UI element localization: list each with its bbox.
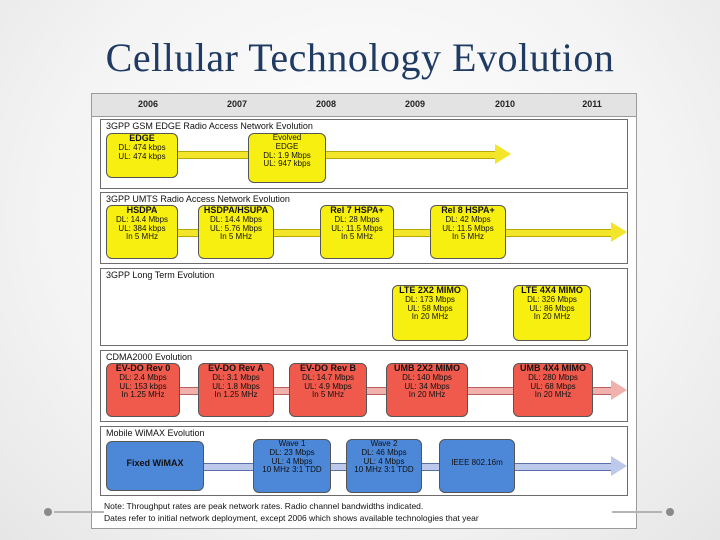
cdma-box-umb-4x4-mimo: UMB 4X4 MIMO DL: 280 Mbps UL: 68 Mbps In… — [513, 363, 593, 417]
gsm-evolution-section: 3GPP GSM EDGE Radio Access Network Evolu… — [100, 119, 628, 189]
year-label: 2006 — [137, 99, 159, 109]
cdma2000-evolution-section: CDMA2000 Evolution EV-DO Rev 0 DL: 2.4 M… — [100, 350, 628, 422]
slide-title: Cellular Technology Evolution — [105, 35, 615, 80]
decorative-dot-left — [44, 508, 52, 516]
umts-evolution-section: 3GPP UMTS Radio Access Network Evolution… — [100, 192, 628, 264]
lte-box-4x4-mimo: LTE 4X4 MIMO DL: 326 Mbps UL: 86 Mbps In… — [513, 285, 591, 341]
cdma-box-evdo-rev0: EV-DO Rev 0 DL: 2.4 Mbps UL: 153 kbps In… — [106, 363, 180, 417]
footnote-line: Note: Throughput rates are peak network … — [104, 501, 424, 511]
wimax-box-fixed: Fixed WiMAX — [106, 441, 204, 491]
decorative-rule-right — [612, 511, 662, 513]
year-header: 2006 2007 2008 2009 2010 2011 — [92, 94, 636, 117]
section-title: CDMA2000 Evolution — [106, 352, 193, 362]
gsm-box-evolved-edge: Evolved EDGE DL: 1.9 Mbps UL: 947 kbps — [248, 133, 326, 183]
decorative-rule-left — [54, 511, 104, 513]
wimax-box-ieee-802-16m: IEEE 802.16m — [439, 439, 515, 493]
umts-box-hsdpa-hsupa: HSDPA/HSUPA DL: 14.4 Mbps UL: 5.76 Mbps … — [198, 205, 274, 259]
gsm-box-edge: EDGE DL: 474 kbps UL: 474 kbps — [106, 133, 178, 178]
decorative-dot-right — [666, 508, 674, 516]
cdma-box-umb-2x2-mimo: UMB 2X2 MIMO DL: 140 Mbps UL: 34 Mbps In… — [386, 363, 468, 417]
lte-evolution-section: 3GPP Long Term Evolution LTE 2X2 MIMO DL… — [100, 268, 628, 346]
year-label: 2007 — [226, 99, 248, 109]
lte-box-2x2-mimo: LTE 2X2 MIMO DL: 173 Mbps UL: 58 Mbps In… — [392, 285, 468, 341]
year-label: 2008 — [315, 99, 337, 109]
section-title: Mobile WiMAX Evolution — [106, 428, 205, 438]
wimax-box-wave2: Wave 2 DL: 46 Mbps UL: 4 Mbps 10 MHz 3:1… — [346, 439, 422, 493]
cdma-box-evdo-reva: EV-DO Rev A DL: 3.1 Mbps UL: 1.8 Mbps In… — [198, 363, 274, 417]
section-title: 3GPP UMTS Radio Access Network Evolution — [106, 194, 290, 204]
technology-evolution-diagram: 2006 2007 2008 2009 2010 2011 3GPP GSM E… — [91, 93, 637, 529]
section-title: 3GPP GSM EDGE Radio Access Network Evolu… — [106, 121, 313, 131]
year-label: 2011 — [582, 99, 602, 109]
umts-box-rel7-hspa-plus: Rel 7 HSPA+ DL: 28 Mbps UL: 11.5 Mbps In… — [320, 205, 394, 259]
umts-box-hsdpa: HSDPA DL: 14.4 Mbps UL: 384 kbps In 5 MH… — [106, 205, 178, 259]
year-label: 2010 — [494, 99, 516, 109]
mobile-wimax-evolution-section: Mobile WiMAX Evolution Fixed WiMAX Wave … — [100, 426, 628, 496]
umts-box-rel8-hspa-plus: Rel 8 HSPA+ DL: 42 Mbps UL: 11.5 Mbps In… — [430, 205, 506, 259]
footnote-line: Dates refer to initial network deploymen… — [104, 513, 479, 523]
cdma-box-evdo-revb: EV-DO Rev B DL: 14.7 Mbps UL: 4.9 Mbps I… — [289, 363, 367, 417]
year-label: 2009 — [404, 99, 426, 109]
wimax-box-wave1: Wave 1 DL: 23 Mbps UL: 4 Mbps 10 MHz 3:1… — [253, 439, 331, 493]
section-title: 3GPP Long Term Evolution — [106, 270, 215, 280]
gsm-timeline-arrow — [171, 144, 511, 164]
